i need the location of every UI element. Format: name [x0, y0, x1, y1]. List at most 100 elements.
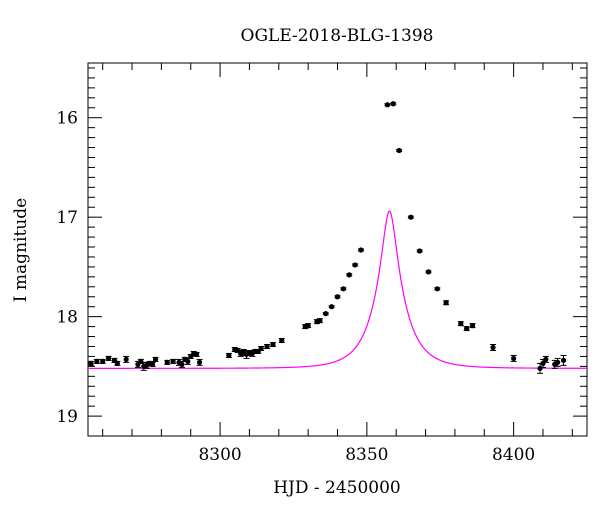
point-marker	[105, 355, 112, 362]
data-point	[87, 360, 94, 366]
point-marker	[390, 101, 396, 107]
point-marker	[408, 214, 414, 220]
data-point	[322, 311, 329, 317]
model-curve	[88, 210, 587, 369]
data-point	[93, 358, 100, 364]
point-marker	[305, 322, 311, 329]
data-point	[264, 343, 271, 350]
point-marker	[123, 356, 129, 363]
point-marker	[323, 311, 329, 317]
data-point	[407, 214, 414, 220]
point-marker	[384, 102, 390, 108]
data-point	[443, 300, 450, 306]
chart-title: OGLE-2018-BLG-1398	[241, 26, 434, 46]
y-tick-label: 19	[56, 407, 78, 427]
data-point	[554, 357, 561, 367]
minor-ticks	[88, 63, 587, 436]
point-marker	[88, 360, 94, 366]
point-marker	[149, 361, 156, 367]
data-point	[334, 294, 341, 300]
data-point	[434, 286, 441, 292]
y-tick-label: 17	[56, 208, 78, 228]
point-marker	[358, 247, 364, 253]
point-marker	[396, 147, 402, 154]
data-point	[425, 269, 432, 275]
point-marker	[543, 356, 549, 363]
data-point	[490, 343, 497, 351]
data-point	[114, 360, 121, 366]
point-marker	[417, 248, 423, 254]
point-marker	[179, 361, 185, 367]
tick-labels: 8300 8350 8400 16 17 18 19	[56, 109, 535, 465]
point-marker	[264, 343, 270, 350]
point-marker	[469, 322, 476, 329]
plot-frame	[87, 62, 588, 437]
data-point	[357, 247, 364, 253]
point-marker	[114, 360, 120, 366]
x-tick-label: 8350	[345, 445, 388, 465]
point-marker	[458, 321, 464, 327]
point-marker	[434, 286, 440, 292]
point-marker	[194, 351, 200, 358]
data-point	[510, 354, 517, 362]
data-point	[99, 358, 106, 364]
data-point	[560, 354, 567, 366]
point-marker	[226, 352, 232, 359]
major-ticks	[88, 63, 587, 436]
y-tick-label: 16	[56, 109, 78, 129]
point-marker	[334, 294, 341, 300]
point-marker	[138, 358, 144, 364]
data-point	[269, 341, 276, 348]
point-marker	[94, 358, 100, 364]
point-marker	[170, 358, 176, 364]
data-point	[193, 351, 200, 358]
data-point	[340, 286, 347, 292]
data-point	[346, 272, 353, 278]
x-tick-label: 8400	[492, 445, 535, 465]
data-point	[305, 322, 312, 329]
x-tick-label: 8300	[198, 445, 241, 465]
point-marker	[185, 358, 191, 364]
point-marker	[279, 337, 285, 344]
point-marker	[100, 358, 106, 364]
point-marker	[317, 318, 323, 324]
data-point	[105, 355, 112, 362]
point-marker	[340, 286, 346, 292]
x-axis-label: HJD - 2450000	[273, 478, 401, 498]
data-point	[463, 325, 470, 332]
plot-area: 8300 8350 8400 16 17 18 19	[56, 62, 588, 465]
point-marker	[425, 269, 432, 275]
data-point	[457, 321, 464, 327]
point-marker	[443, 300, 449, 306]
point-marker	[152, 356, 159, 363]
point-marker	[511, 355, 517, 362]
point-marker	[258, 345, 264, 352]
data-point	[469, 322, 476, 329]
point-marker	[329, 304, 335, 310]
data-point	[278, 337, 285, 344]
data-point	[352, 262, 359, 268]
data-point	[196, 358, 203, 366]
y-axis-label: I magnitude	[11, 198, 31, 302]
y-tick-label: 18	[56, 308, 78, 328]
point-marker	[464, 325, 470, 332]
point-marker	[352, 262, 358, 268]
data-point	[258, 345, 265, 352]
data-point	[123, 355, 130, 363]
point-marker	[537, 365, 543, 371]
point-marker	[560, 357, 567, 364]
data-point	[316, 318, 323, 324]
point-marker	[270, 341, 276, 348]
data-point	[164, 359, 171, 365]
point-marker	[346, 272, 352, 278]
point-marker	[164, 359, 170, 365]
data-point	[390, 101, 397, 107]
data-point	[328, 304, 335, 310]
point-marker	[196, 359, 203, 365]
data-point	[170, 358, 177, 364]
data-point	[384, 102, 391, 108]
data-point	[152, 356, 159, 363]
point-marker	[555, 359, 561, 365]
point-marker	[490, 344, 496, 351]
